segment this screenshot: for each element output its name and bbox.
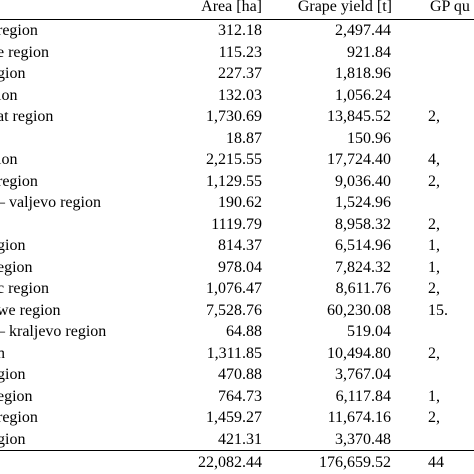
row-area: 115.23 xyxy=(218,44,262,61)
row-region: ion xyxy=(0,87,18,104)
row-area: 421.31 xyxy=(218,431,262,448)
row-gp-quantity: 2, xyxy=(428,409,440,426)
row-region: n xyxy=(0,345,5,362)
row-grape-yield: 6,514.96 xyxy=(335,237,391,254)
row-grape-yield: 3,370.48 xyxy=(335,431,391,448)
row-area: 190.62 xyxy=(218,194,262,211)
row-area: 764.73 xyxy=(218,388,262,405)
header-grape-yield: Grape yield [t] xyxy=(297,0,392,15)
row-gp-quantity: 2, xyxy=(428,280,440,297)
row-gp-quantity: 1, xyxy=(428,259,440,276)
row-grape-yield: 8,611.76 xyxy=(335,280,391,297)
row-region: ion xyxy=(0,151,18,168)
row-area: 2,215.55 xyxy=(206,151,262,168)
row-gp-quantity: 2, xyxy=(428,345,440,362)
row-gp-quantity: 2, xyxy=(428,108,440,125)
header-area: Area [ha] xyxy=(201,0,262,15)
row-grape-yield: 60,230.08 xyxy=(327,302,391,319)
row-grape-yield: 519.04 xyxy=(347,323,391,340)
row-gp-quantity: 1, xyxy=(428,388,440,405)
row-area: 814.37 xyxy=(218,237,262,254)
row-grape-yield: 10,494.80 xyxy=(327,345,391,362)
row-grape-yield: 8,958.32 xyxy=(335,216,391,233)
header-rule xyxy=(0,19,474,20)
row-gp-quantity: 15. xyxy=(428,302,448,319)
row-grape-yield: 13,845.52 xyxy=(327,108,391,125)
row-region: region xyxy=(0,409,38,426)
row-area: 1,730.69 xyxy=(206,108,262,125)
row-area: 470.88 xyxy=(218,366,262,383)
row-area: 227.37 xyxy=(218,65,262,82)
row-area: 1,129.55 xyxy=(206,173,262,190)
row-region: gion xyxy=(0,237,26,254)
row-area: 64.88 xyxy=(226,323,262,340)
row-gp-quantity: 2, xyxy=(428,216,440,233)
header-gp-quantity: GP qu xyxy=(430,0,470,15)
total-grape-yield: 176,659.52 xyxy=(319,454,391,471)
row-grape-yield: 17,724.40 xyxy=(327,151,391,168)
row-grape-yield: 9,036.40 xyxy=(335,173,391,190)
row-region: gion xyxy=(0,431,26,448)
row-grape-yield: 11,674.16 xyxy=(327,409,391,426)
total-area: 22,082.44 xyxy=(198,454,262,471)
row-region: gion xyxy=(0,366,26,383)
total-rule xyxy=(0,450,474,451)
row-area: 1,076.47 xyxy=(206,280,262,297)
row-region: – valjevo region xyxy=(0,194,101,211)
row-area: 1,311.85 xyxy=(206,345,262,362)
row-region: c region xyxy=(0,280,49,297)
row-grape-yield: 2,497.44 xyxy=(335,22,391,39)
row-grape-yield: 6,117.84 xyxy=(335,388,391,405)
row-region: egion xyxy=(0,388,33,405)
row-region: gion xyxy=(0,65,26,82)
row-region: region xyxy=(0,173,38,190)
total-gp-quantity: 44 xyxy=(428,454,444,471)
row-grape-yield: 1,056.24 xyxy=(335,87,391,104)
row-grape-yield: 3,767.04 xyxy=(335,366,391,383)
row-area: 1119.79 xyxy=(211,216,262,233)
row-grape-yield: 1,524.96 xyxy=(335,194,391,211)
row-gp-quantity: 2, xyxy=(428,173,440,190)
row-region: we region xyxy=(0,302,61,319)
row-area: 1,459.27 xyxy=(206,409,262,426)
row-grape-yield: 7,824.32 xyxy=(335,259,391,276)
row-region: at region xyxy=(0,108,54,125)
row-gp-quantity: 1, xyxy=(428,237,440,254)
row-area: 312.18 xyxy=(218,22,262,39)
row-region: egion xyxy=(0,259,33,276)
row-area: 7,528.76 xyxy=(206,302,262,319)
row-grape-yield: 150.96 xyxy=(347,130,391,147)
row-grape-yield: 921.84 xyxy=(347,44,391,61)
row-area: 18.87 xyxy=(226,130,262,147)
row-area: 978.04 xyxy=(218,259,262,276)
row-region: region xyxy=(0,22,38,39)
row-region: e region xyxy=(0,44,49,61)
row-grape-yield: 1,818.96 xyxy=(335,65,391,82)
row-area: 132.03 xyxy=(218,87,262,104)
row-gp-quantity: 4, xyxy=(428,151,440,168)
row-region: – kraljevo region xyxy=(0,323,107,340)
